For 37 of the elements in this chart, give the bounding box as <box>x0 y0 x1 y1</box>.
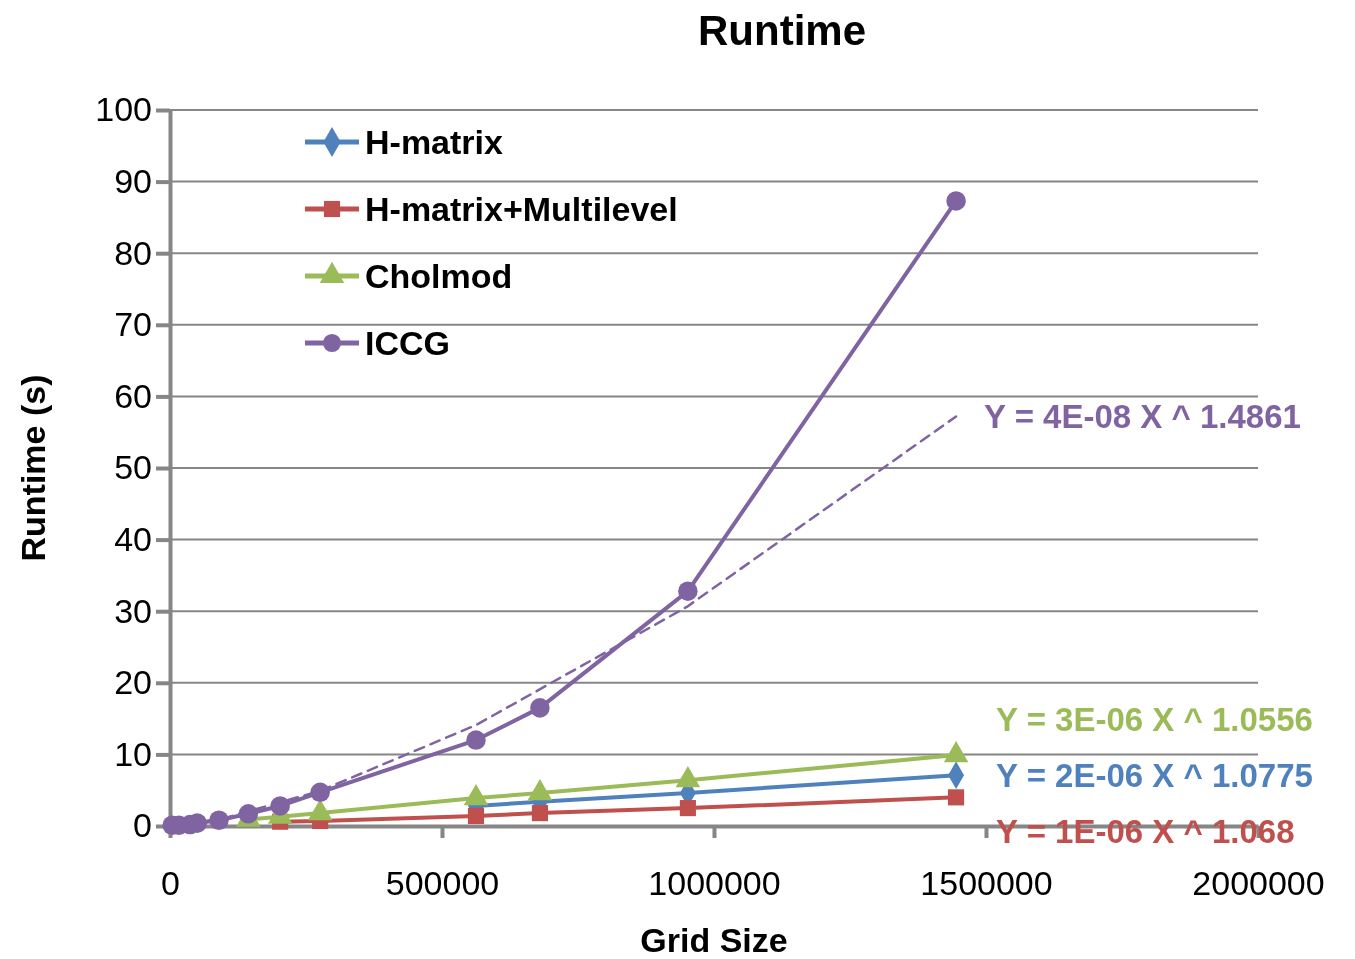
y-tick-label: 100 <box>95 90 152 129</box>
legend-label: Cholmod <box>365 256 513 295</box>
y-tick-label: 50 <box>114 448 152 487</box>
series-label: Y = 4E-08 X ^ 1.4861 <box>984 398 1301 435</box>
x-tick-label: 500000 <box>385 864 500 903</box>
y-tick-label: 80 <box>114 233 152 272</box>
y-axis-title: Runtime (s) <box>14 374 52 562</box>
chart-title: Runtime <box>698 7 866 54</box>
point <box>678 581 698 601</box>
y-tick-label: 40 <box>114 519 152 558</box>
legend-label: ICCG <box>365 323 450 362</box>
point <box>948 789 965 806</box>
x-tick-label: 1500000 <box>920 864 1053 903</box>
point <box>679 800 696 817</box>
point <box>270 796 290 816</box>
point <box>531 805 548 822</box>
y-tick-label: 20 <box>114 663 152 702</box>
y-tick-label: 60 <box>114 376 152 415</box>
point <box>310 782 330 803</box>
y-tick-label: 0 <box>133 806 152 845</box>
point <box>467 807 485 825</box>
point <box>946 191 966 211</box>
annotation: Y = 3E-06 X ^ 1.0556 <box>996 701 1313 739</box>
x-tick-label: 2000000 <box>1192 864 1325 903</box>
y-tick-label: 10 <box>114 734 152 773</box>
x-tick-label: 1000000 <box>648 864 781 903</box>
y-tick-label: 70 <box>114 305 152 344</box>
x-tick-label: 0 <box>161 864 180 903</box>
x-axis-title: Grid Size <box>640 921 788 959</box>
legend-label: H-matrix <box>365 122 504 161</box>
annotation: Y = 2E-06 X ^ 1.0775 <box>996 757 1313 795</box>
legend-label: H-matrix+Multilevel <box>365 189 678 228</box>
y-tick-label: 30 <box>114 591 152 630</box>
point <box>209 810 229 831</box>
point <box>466 730 486 750</box>
y-tick-label: 90 <box>114 161 152 200</box>
point <box>530 698 550 718</box>
